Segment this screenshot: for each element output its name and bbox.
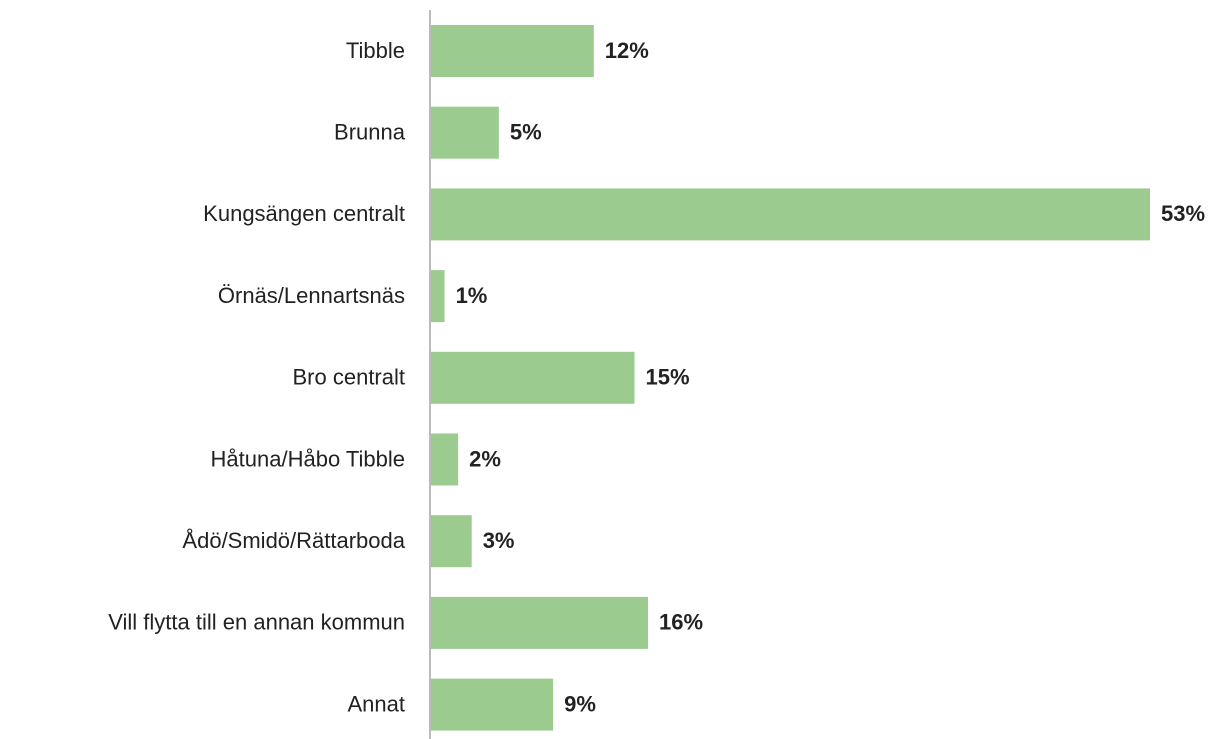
category-label: Kungsängen centralt — [203, 201, 405, 226]
value-label: 5% — [510, 120, 542, 145]
bar — [431, 270, 445, 323]
category-label: Örnäs/Lennartsnäs — [218, 283, 405, 308]
bar — [431, 515, 472, 568]
value-label: 2% — [469, 446, 501, 471]
bar — [431, 596, 649, 649]
bar — [431, 433, 459, 486]
bar — [431, 25, 594, 77]
bar — [431, 106, 499, 159]
value-label: 12% — [605, 38, 649, 63]
bar — [431, 351, 635, 404]
value-label: 9% — [564, 691, 596, 716]
category-label: Annat — [348, 691, 406, 716]
category-label: Brunna — [334, 120, 406, 145]
value-label: 15% — [645, 365, 689, 390]
value-label: 53% — [1161, 201, 1205, 226]
value-label: 1% — [456, 283, 488, 308]
value-label: 3% — [483, 528, 515, 553]
category-label: Vill flytta till en annan kommun — [108, 610, 405, 635]
bar — [431, 188, 1150, 241]
bar — [431, 678, 554, 731]
category-label: Bro centralt — [293, 365, 406, 390]
category-label: Ådö/Smidö/Rättarboda — [182, 528, 405, 553]
category-label: Håtuna/Håbo Tibble — [211, 446, 405, 471]
value-label: 16% — [659, 610, 703, 635]
category-label: Tibble — [346, 38, 405, 63]
